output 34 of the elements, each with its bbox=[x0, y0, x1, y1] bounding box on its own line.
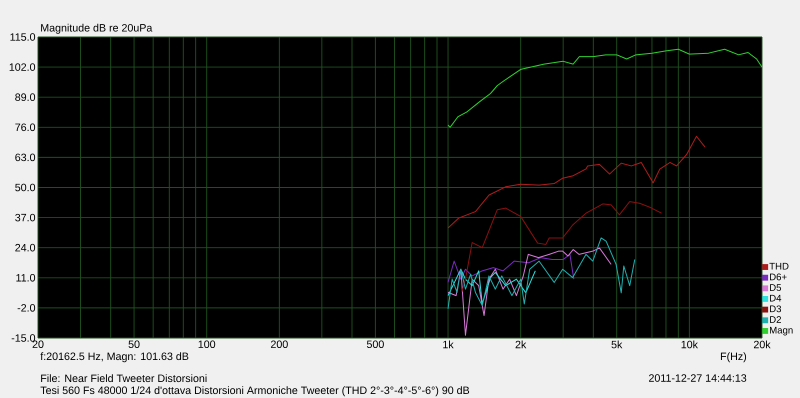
y-tick-label: 37.0 bbox=[15, 214, 36, 222]
y-tick-label: 24.0 bbox=[15, 244, 36, 252]
y-tick-label: 115.0 bbox=[10, 33, 36, 41]
y-tick-label: 89.0 bbox=[15, 93, 36, 101]
x-axis-title: F(Hz) bbox=[720, 352, 746, 362]
x-tick-label: 500 bbox=[366, 340, 384, 348]
legend-label: D5 bbox=[770, 284, 782, 291]
legend-label: Magn bbox=[770, 326, 793, 336]
text: Tesi 560 Fs 48000 1/24 d'ottava Distorsioni Armoniche Tweeter (THD 2°-3°-4°-5°-6°) 90 dB bbox=[40, 386, 470, 396]
y-tick-label: 63.0 bbox=[15, 154, 36, 162]
x-tick-label: 5k bbox=[612, 340, 622, 348]
text: 2011-12-27 14:44:13 bbox=[649, 374, 746, 382]
x-tick-label: 50 bbox=[128, 340, 140, 348]
y-tick-label: -15.0 bbox=[12, 334, 36, 342]
x-tick-label: 20 bbox=[32, 340, 44, 348]
x-tick-label: 100 bbox=[198, 340, 216, 348]
legend-label: D6+ bbox=[770, 274, 787, 280]
y-tick-label: 50.0 bbox=[15, 184, 36, 192]
legend-label: D2 bbox=[770, 316, 781, 323]
x-tick-label: 20k bbox=[754, 340, 771, 348]
y-tick-label: 102.0 bbox=[10, 63, 36, 71]
y-tick-label: -2.0 bbox=[18, 304, 36, 312]
legend-label: THD bbox=[769, 262, 788, 270]
y-tick-label: 76.0 bbox=[15, 124, 36, 132]
x-tick-label: 10k bbox=[682, 340, 698, 348]
text: File: Near Field Tweeter Distorsioni bbox=[41, 374, 206, 382]
legend-label: D4 bbox=[770, 294, 782, 302]
legend-label: D3 bbox=[770, 305, 782, 312]
y-tick-label: 11.0 bbox=[16, 274, 36, 282]
x-tick-label: 1k bbox=[443, 340, 454, 348]
x-tick-label: 200 bbox=[270, 340, 288, 348]
y-axis-title: Magnitude dB re 20uPa bbox=[41, 24, 152, 34]
text: f:20162.5 Hz, Magn: 101.63 dB bbox=[40, 352, 188, 362]
x-tick-label: 2k bbox=[516, 340, 526, 348]
